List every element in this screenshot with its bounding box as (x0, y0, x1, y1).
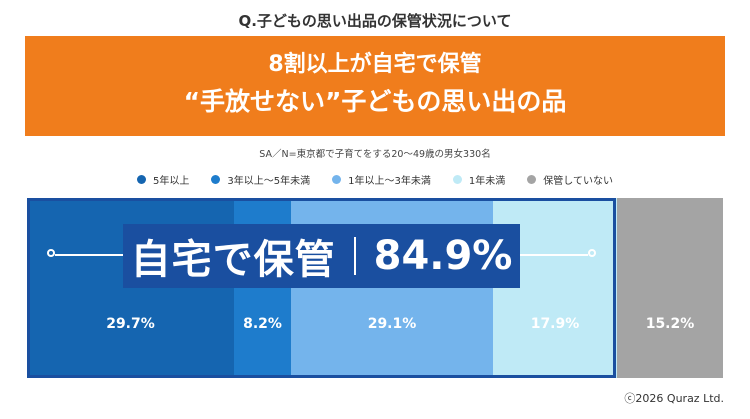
question-title: Q.子どもの思い出品の保管状況について (238, 12, 512, 30)
legend-item: 保管していない (527, 172, 613, 187)
bar-segment-label: 29.1% (367, 316, 417, 332)
callout-divider (353, 237, 356, 275)
home-storage-callout: 自宅で保管 84.9% (123, 224, 520, 288)
legend-label: 1年未満 (468, 176, 506, 187)
bar-segment-label: 15.2% (645, 316, 695, 332)
bar-segment: 15.2% (617, 198, 723, 378)
legend-item: 5年以上 (137, 172, 189, 187)
bar-segment-label: 17.9% (530, 316, 580, 332)
bracket-left-end-icon (47, 249, 55, 257)
legend-item: 1年以上～3年未満 (332, 172, 431, 187)
headline-line-2: “手放せない”子どもの思い出の品 (183, 87, 567, 116)
legend-item: 3年以上～5年未満 (211, 172, 310, 187)
legend-item: 1年未満 (452, 172, 506, 187)
copyright: ⓒ2026 Quraz Ltd. (624, 392, 724, 405)
bar-segment-label: 29.7% (106, 316, 155, 332)
bracket-right-line (520, 254, 588, 256)
legend-label: 1年以上～3年未満 (348, 176, 431, 187)
legend-dot-icon (211, 175, 221, 184)
bracket-right-end-icon (588, 249, 596, 257)
legend-label: 3年以上～5年未満 (227, 176, 311, 187)
chart-legend: 5年以上 3年以上～5年未満 1年以上～3年未満 1年未満 保管していない (0, 172, 750, 187)
bracket-left-line (55, 254, 123, 256)
sample-note: SA／N=東京都で子育てをする20～49歳の男女330名 (259, 149, 491, 160)
headline-banner: 8割以上が自宅で保管 “手放せない”子どもの思い出の品 (25, 36, 725, 136)
headline-line-1: 8割以上が自宅で保管 (268, 52, 482, 77)
bar-segment-label: 8.2% (243, 316, 282, 332)
legend-label: 5年以上 (153, 176, 190, 187)
legend-dot-icon (452, 175, 462, 184)
callout-value: 84.9% (373, 233, 513, 279)
callout-label: 自宅で保管 (130, 237, 336, 283)
legend-dot-icon (137, 175, 147, 184)
bar-segment: 17.9% (493, 198, 617, 378)
legend-dot-icon (332, 175, 342, 184)
legend-label: 保管していない (543, 176, 613, 187)
legend-dot-icon (527, 175, 537, 184)
